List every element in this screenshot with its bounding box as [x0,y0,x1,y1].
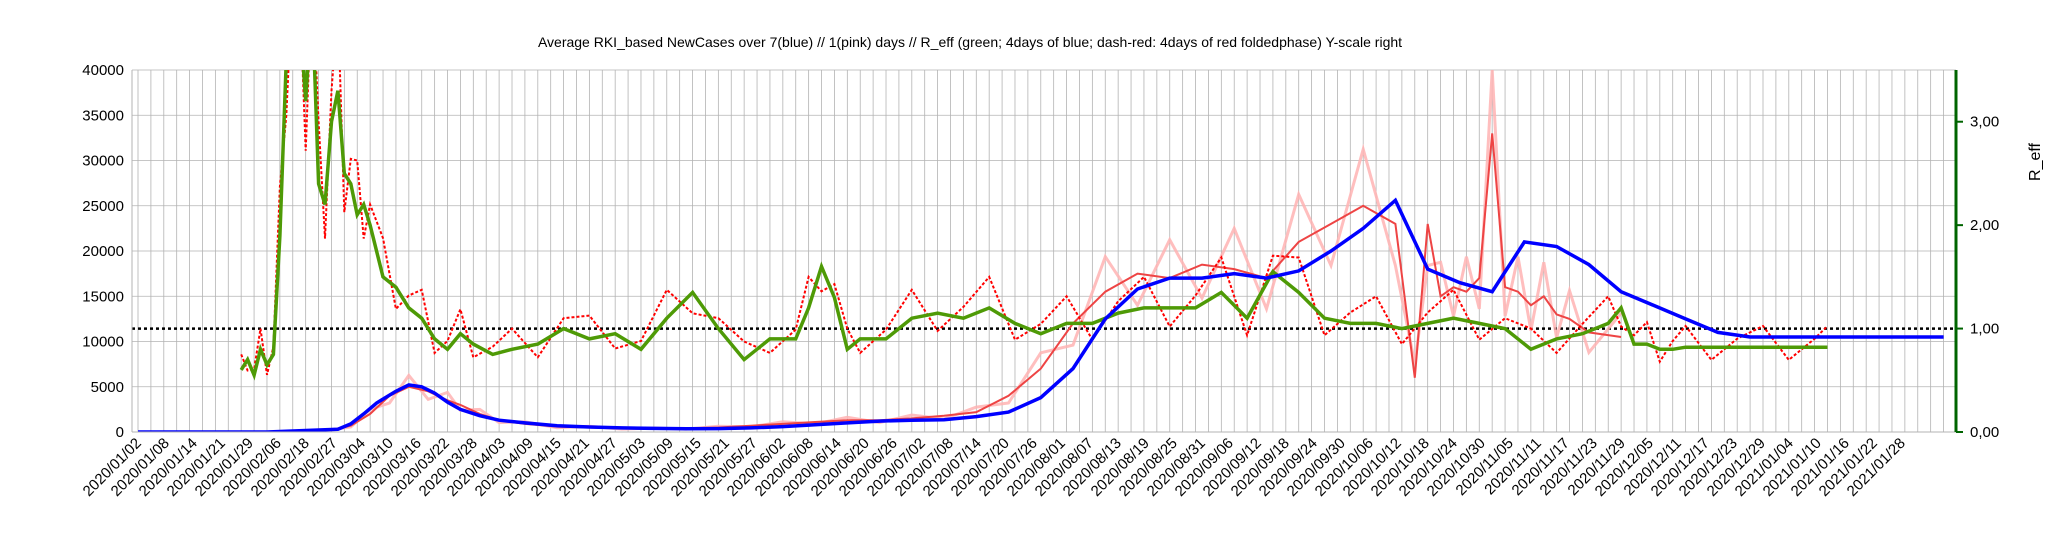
y-tick-label-left: 20000 [82,243,124,260]
y-tick-label-left: 35000 [82,107,124,124]
gridlines [132,69,1956,433]
y-tick-label-right: 1,00 [1970,321,1999,338]
y-tick-label-right: 3,00 [1970,114,1999,131]
y-tick-label-right: 0,00 [1970,424,1999,441]
axes [131,70,1958,433]
y-tick-label-left: 15000 [82,288,124,305]
y-tick-label-left: 30000 [82,153,124,170]
series-reff-green [239,70,1828,381]
y-axis-left-ticks: 0 5000 10000 15000 20000 25000 30000 35000 40000 [82,62,124,441]
series-layer [138,70,1944,432]
x-axis-ticks: 2020/01/022020/01/082020/01/142020/01/21… [80,435,1909,500]
y-tick-label-left: 10000 [82,334,124,351]
y-tick-label-left: 25000 [82,198,124,215]
y-tick-label-left: 0 [116,424,124,441]
y-tick-label-left: 40000 [82,62,124,79]
y-tick-label-right: 2,00 [1970,217,1999,234]
series-red-dashed [240,70,1829,376]
chart-title: Average RKI_based NewCases over 7(blue) … [538,34,1402,50]
y-axis-right-ticks: 0,00 1,00 2,00 3,00 [1956,114,1999,441]
y-axis-right-label: R_eff [2027,142,2044,181]
y-tick-label-left: 5000 [91,379,124,396]
series-avg7-blue [138,197,1944,432]
